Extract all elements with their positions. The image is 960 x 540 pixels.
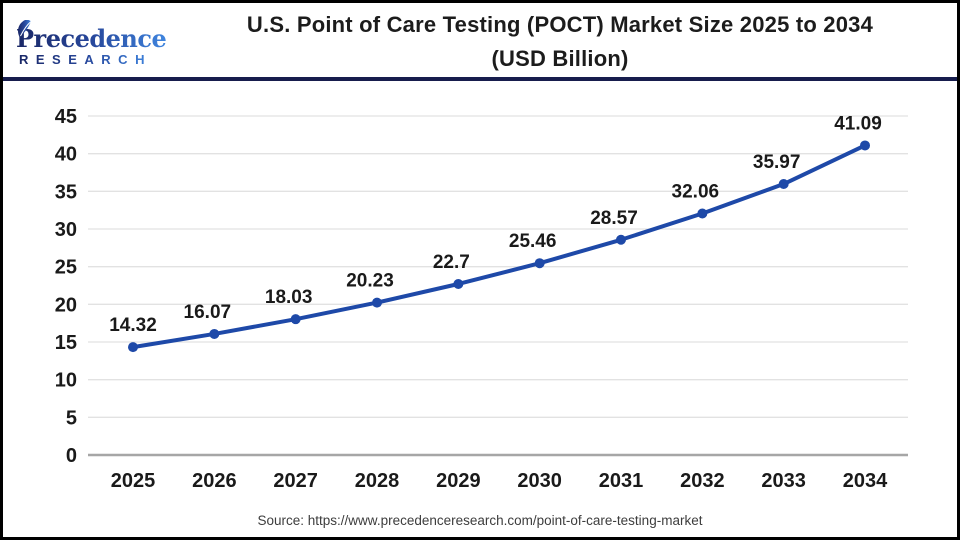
data-point [697,208,708,219]
data-point [453,278,464,289]
data-label: 25.46 [509,231,557,252]
data-label: 41.09 [834,113,882,134]
y-tick-label: 45 [55,106,77,128]
x-tick-label: 2029 [436,470,481,492]
data-point [860,140,870,151]
x-tick-label: 2026 [192,470,237,492]
data-point [290,314,301,325]
x-tick-label: 2031 [599,470,644,492]
data-label: 28.57 [590,208,638,229]
y-tick-label: 0 [66,445,77,467]
source-text: Source: https://www.precedenceresearch.c… [257,513,703,528]
chart-title-line1: U.S. Point of Care Testing (POCT) Market… [246,12,874,37]
chart-title-line2: (USD Billion) [491,46,629,71]
header-divider [3,77,957,81]
leaf-vein [20,21,32,37]
data-label: 22.7 [433,252,470,273]
data-label: 20.23 [346,271,394,292]
x-tick-label: 2033 [761,470,806,492]
y-tick-label: 30 [55,219,77,241]
y-tick-label: 10 [55,370,77,392]
x-tick-label: 2034 [843,470,888,492]
logo-wordmark: Precedence [16,24,166,53]
y-tick-label: 5 [66,407,77,429]
precedence-research-logo: Precedence RESEARCH [16,20,167,67]
x-tick-label: 2028 [355,470,400,492]
logo-subtitle: RESEARCH [19,52,152,67]
data-label: 35.97 [753,152,801,173]
y-tick-label: 25 [55,257,77,279]
data-label: 32.06 [672,181,720,202]
y-tick-label: 35 [55,181,77,203]
header: Precedence RESEARCH U.S. Point of Care T… [3,3,957,77]
data-point [778,179,789,190]
y-tick-label: 20 [55,294,77,316]
data-point [372,297,382,308]
data-label: 18.03 [265,287,313,308]
y-tick-label: 40 [55,144,77,166]
x-tick-label: 2032 [680,470,725,492]
data-point [128,342,138,353]
data-point [534,258,545,269]
x-tick-label: 2025 [111,470,156,492]
y-tick-label: 15 [55,332,77,354]
data-label: 16.07 [184,302,232,323]
x-tick-label: 2027 [273,470,318,492]
chart-title: U.S. Point of Care Testing (POCT) Market… [193,8,927,76]
x-tick-label: 2030 [517,470,562,492]
data-point [209,328,220,339]
data-label: 14.32 [109,315,157,336]
data-point [616,234,626,245]
trend-line [131,143,867,350]
